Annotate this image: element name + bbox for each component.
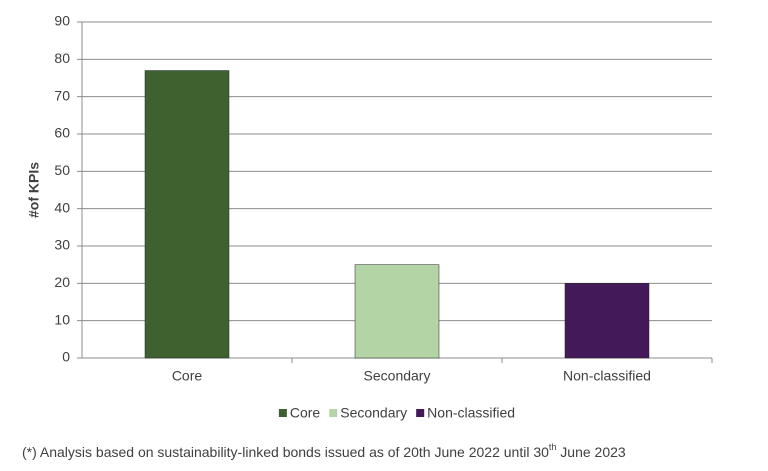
footnote-superscript: th <box>549 442 557 452</box>
legend-swatch <box>329 409 338 417</box>
footnote-text: (*) Analysis based on sustainability-lin… <box>22 444 549 460</box>
footnote-text: June 2023 <box>556 444 625 460</box>
y-axis-label: #of KPIs <box>26 162 42 218</box>
bar <box>144 70 230 359</box>
y-tick-label: 50 <box>54 162 70 178</box>
x-tick-label: Core <box>172 368 203 384</box>
legend-swatch <box>416 409 425 417</box>
y-tick-label: 40 <box>54 199 70 215</box>
legend-swatch <box>278 409 287 417</box>
x-tick-label: Non-classified <box>563 368 651 384</box>
y-tick-label: 30 <box>54 237 70 253</box>
footnote: (*) Analysis based on sustainability-lin… <box>22 442 626 459</box>
y-tick-label: 0 <box>62 349 70 365</box>
y-tick-label: 60 <box>54 125 70 141</box>
bar <box>354 264 440 359</box>
y-tick-label: 20 <box>54 274 70 290</box>
legend-label: Non-classified <box>427 405 515 421</box>
x-tick-label: Secondary <box>364 368 431 384</box>
y-tick-label: 80 <box>54 50 70 66</box>
bar <box>564 283 650 359</box>
y-tick-label: 70 <box>54 87 70 103</box>
legend-label: Core <box>290 405 321 421</box>
legend-label: Secondary <box>340 405 407 421</box>
y-tick-label: 10 <box>54 311 70 327</box>
y-tick-label: 90 <box>54 13 70 29</box>
